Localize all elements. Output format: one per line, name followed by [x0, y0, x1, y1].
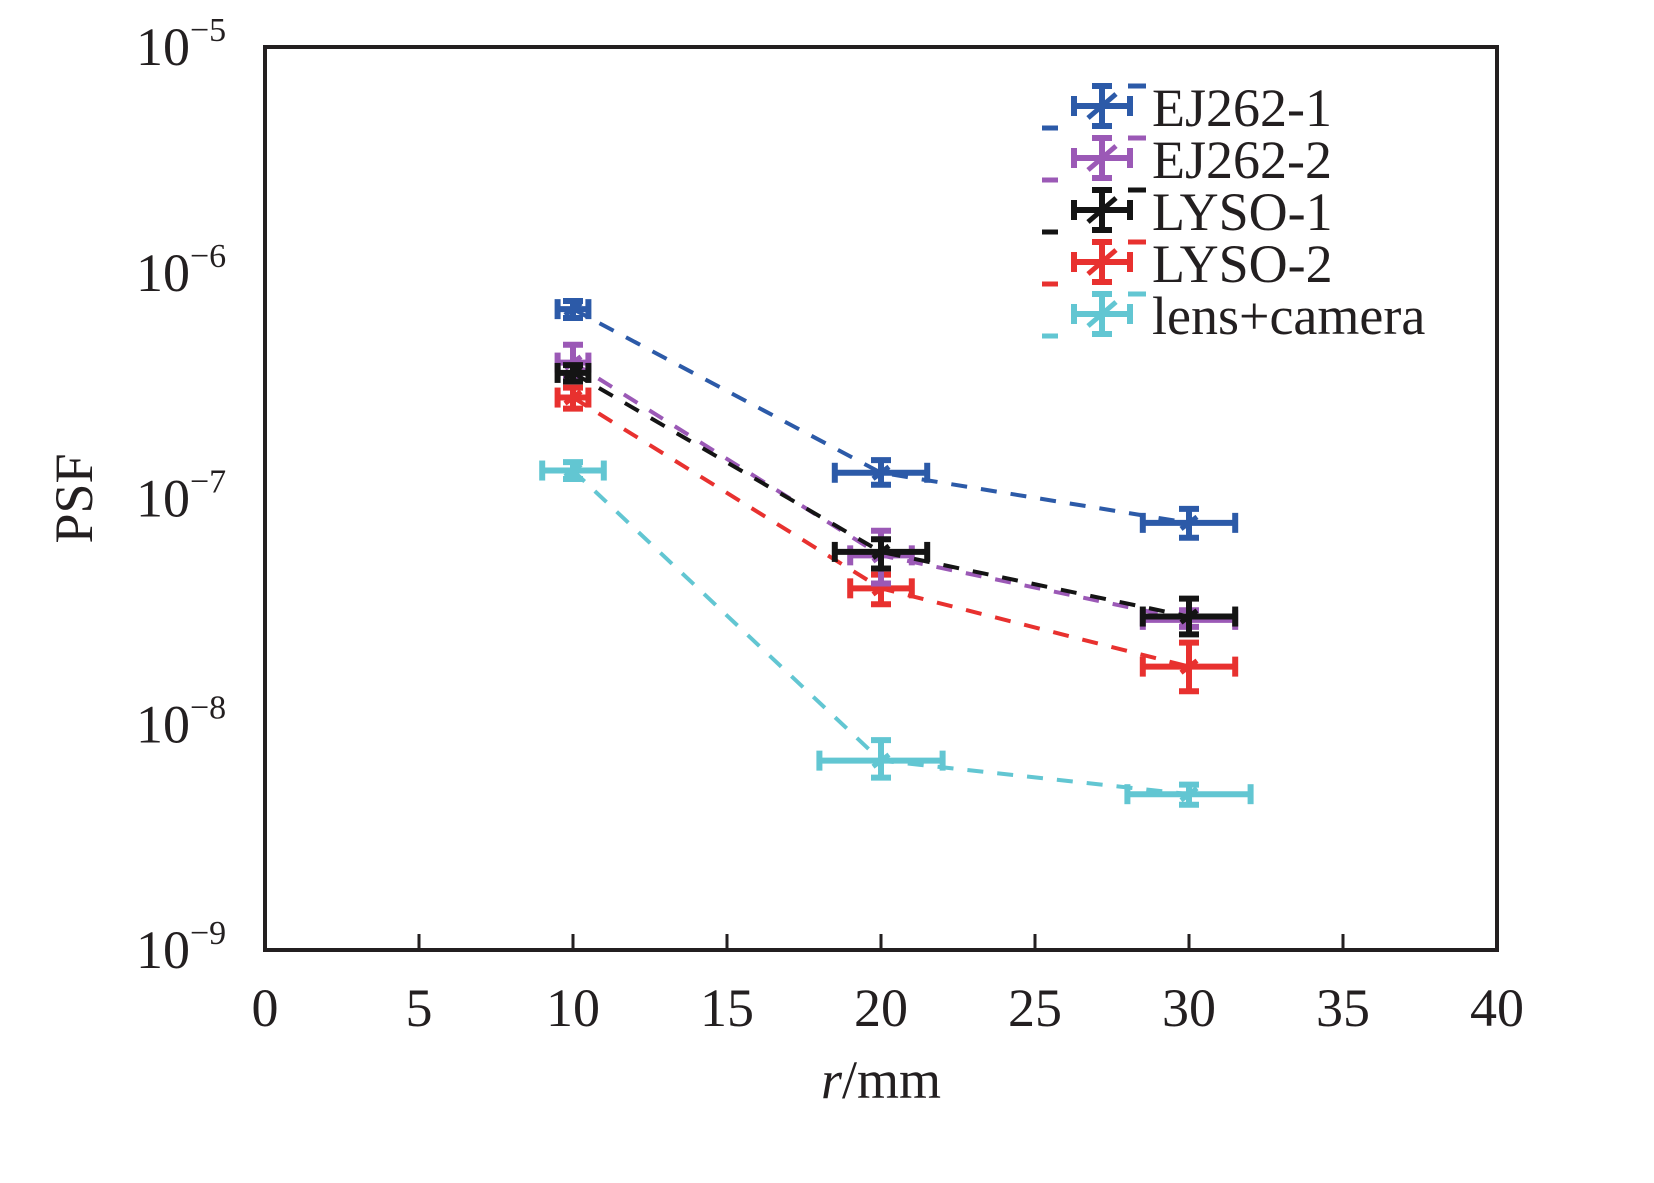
x-tick-label: 35 — [1316, 978, 1370, 1038]
legend-item: EJ262-2 — [1042, 130, 1332, 190]
y-tick-base: 10 — [136, 694, 190, 754]
x-tick-label: 0 — [252, 978, 279, 1038]
y-tick-base: 10 — [136, 17, 190, 77]
y-tick-base: 10 — [136, 920, 190, 980]
y-tick-exponent: −6 — [190, 238, 226, 275]
x-axis-label-unit: /mm — [842, 1050, 941, 1110]
data-point-marker — [1179, 514, 1199, 531]
y-axis-ticks: 10−510−610−710−810−9 — [136, 12, 226, 980]
data-point-marker — [1179, 786, 1199, 803]
data-point-marker — [871, 752, 891, 769]
legend-marker — [1086, 196, 1118, 224]
data-point-marker — [1179, 658, 1199, 675]
legend-label: EJ262-1 — [1152, 78, 1332, 138]
data-point-marker — [871, 543, 891, 560]
legend-label: LYSO-2 — [1152, 234, 1333, 294]
x-tick-label: 40 — [1470, 978, 1524, 1038]
y-tick-label: 10−5 — [136, 12, 226, 77]
x-tick-label: 20 — [854, 978, 908, 1038]
y-tick-label: 10−8 — [136, 689, 226, 754]
x-tick-label: 15 — [700, 978, 754, 1038]
y-tick-label: 10−9 — [136, 915, 226, 980]
legend-marker — [1086, 248, 1118, 276]
data-point-marker — [563, 301, 583, 318]
legend-marker — [1086, 92, 1118, 120]
series-lens-camera — [539, 459, 1254, 808]
series-lyso-1 — [554, 362, 1239, 638]
data-point-marker — [563, 364, 583, 381]
series-line — [572, 307, 1190, 525]
data-point-marker — [563, 462, 583, 479]
series-lyso-2 — [554, 384, 1239, 695]
y-tick-base: 10 — [136, 243, 190, 303]
legend-label: EJ262-2 — [1152, 130, 1332, 190]
legend-marker — [1086, 144, 1118, 172]
series-layer — [539, 297, 1254, 808]
legend-marker — [1086, 300, 1118, 328]
y-axis-label: PSF — [44, 453, 104, 543]
y-tick-label: 10−7 — [136, 464, 226, 529]
legend-item: lens+camera — [1042, 286, 1425, 346]
x-axis-ticks: 0 5 10 15 20 25 30 35 40 — [252, 934, 1524, 1038]
legend-label: lens+camera — [1152, 286, 1425, 346]
x-tick-label: 10 — [546, 978, 600, 1038]
y-tick-exponent: −9 — [190, 915, 226, 952]
x-tick-label: 5 — [406, 978, 433, 1038]
y-tick-exponent: −8 — [190, 689, 226, 726]
y-tick-label: 10−6 — [136, 238, 226, 303]
x-axis-label-var: r — [821, 1050, 843, 1110]
legend-item: EJ262-1 — [1042, 78, 1332, 138]
x-axis-label: r/mm — [821, 1050, 941, 1110]
x-tick-label: 25 — [1008, 978, 1062, 1038]
data-point-marker — [1179, 608, 1199, 625]
y-tick-exponent: −5 — [190, 12, 226, 49]
data-point-marker — [871, 464, 891, 481]
y-tick-base: 10 — [136, 469, 190, 529]
legend-item: LYSO-2 — [1042, 234, 1333, 294]
data-point-marker — [563, 389, 583, 406]
series-ej262-1 — [554, 297, 1239, 541]
x-tick-label: 30 — [1162, 978, 1216, 1038]
legend-item: LYSO-1 — [1042, 182, 1333, 242]
legend-label: LYSO-1 — [1152, 182, 1333, 242]
y-tick-exponent: −7 — [190, 464, 226, 501]
